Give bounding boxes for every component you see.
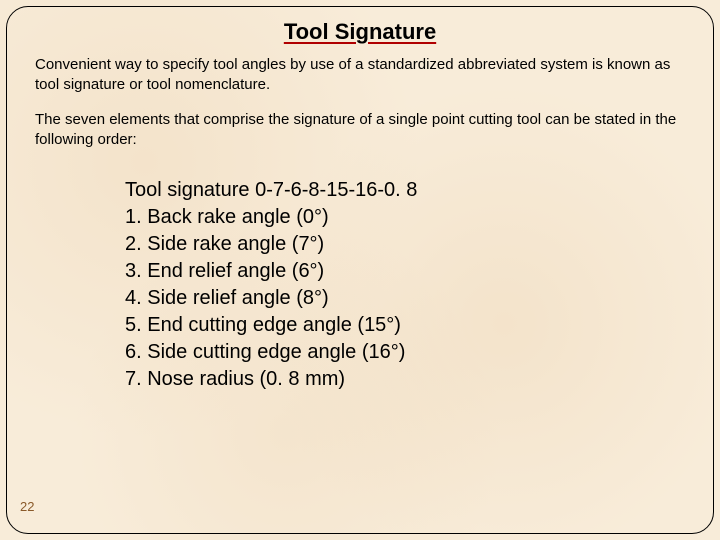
tool-signature-heading: Tool signature 0-7-6-8-15-16-0. 8 <box>125 177 685 204</box>
signature-item: 7. Nose radius (0. 8 mm) <box>125 366 685 393</box>
intro-paragraph-1: Convenient way to specify tool angles by… <box>35 55 685 94</box>
slide-frame: Tool Signature Convenient way to specify… <box>6 6 714 534</box>
slide: Tool Signature Convenient way to specify… <box>0 0 720 540</box>
intro-paragraph-2: The seven elements that comprise the sig… <box>35 110 685 149</box>
signature-item: 4. Side relief angle (8°) <box>125 285 685 312</box>
signature-item: 2. Side rake angle (7°) <box>125 231 685 258</box>
tool-signature-block: Tool signature 0-7-6-8-15-16-0. 8 1. Bac… <box>125 177 685 393</box>
signature-item: 5. End cutting edge angle (15°) <box>125 312 685 339</box>
slide-title: Tool Signature <box>35 19 685 45</box>
signature-item: 1. Back rake angle (0°) <box>125 204 685 231</box>
signature-item: 6. Side cutting edge angle (16°) <box>125 339 685 366</box>
page-number: 22 <box>20 499 34 514</box>
signature-item: 3. End relief angle (6°) <box>125 258 685 285</box>
